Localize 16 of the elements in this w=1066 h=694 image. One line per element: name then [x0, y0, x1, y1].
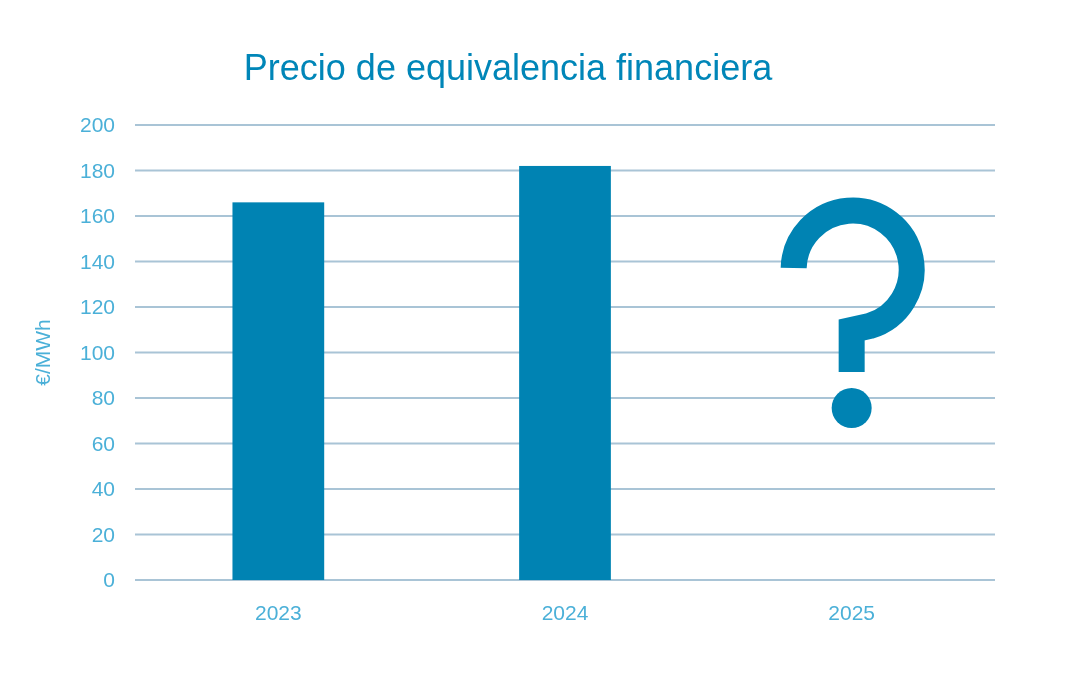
- y-tick-label: 120: [79, 295, 115, 319]
- y-axis-title: €/MWh: [31, 319, 54, 386]
- y-tick-label: 180: [79, 158, 115, 182]
- x-tick-label: 2025: [828, 601, 876, 624]
- y-tick-label: 160: [79, 204, 115, 228]
- y-tick-label: 80: [91, 386, 115, 410]
- y-tick-label: 100: [79, 340, 115, 364]
- y-tick-label: 0: [103, 568, 115, 592]
- x-tick-label: 2023: [254, 601, 302, 624]
- y-tick-label: 60: [91, 431, 115, 455]
- y-tick-label: 40: [91, 477, 115, 501]
- chart-title: Precio de equivalencia financiera: [243, 47, 774, 88]
- x-tick-label: 2024: [541, 601, 589, 624]
- y-tick-label: 20: [91, 522, 115, 546]
- y-tick-label: 140: [79, 249, 115, 273]
- y-tick-label: 200: [79, 113, 115, 137]
